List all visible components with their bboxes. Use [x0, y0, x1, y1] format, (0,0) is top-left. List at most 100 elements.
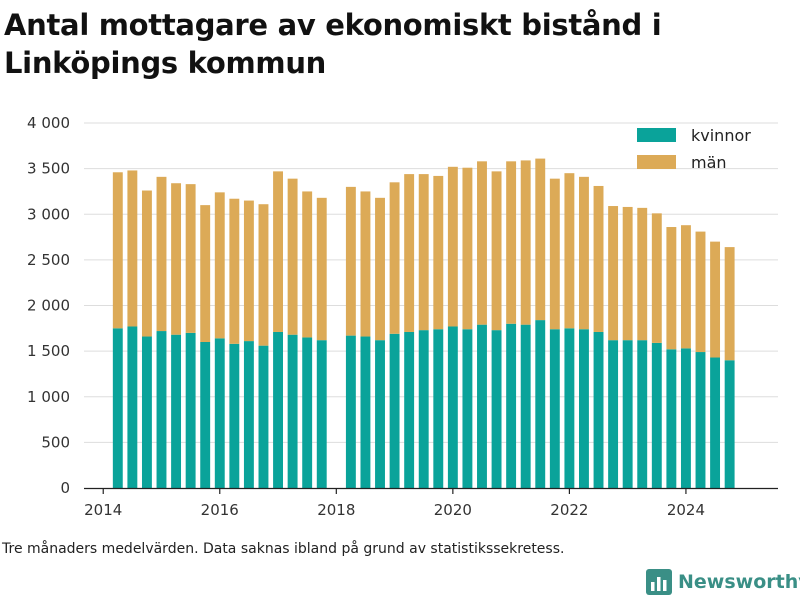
bar-man [141, 190, 152, 337]
legend-label: män [691, 153, 727, 172]
legend-swatch-man [637, 155, 676, 169]
bar-kvinnor [389, 333, 400, 488]
y-axis-tick-labels: 0 500 1 000 1 500 2 000 2 500 3 000 3 500 4 000 [27, 114, 70, 497]
bar-kvinnor [564, 328, 575, 488]
bar-kvinnor [243, 341, 254, 488]
brand-logo[interactable]: Newsworthy [646, 569, 800, 595]
bar-kvinnor [695, 352, 706, 488]
bar-man [171, 183, 182, 335]
bar-kvinnor [375, 340, 385, 488]
bar-man [243, 200, 254, 342]
bar-man [462, 167, 473, 330]
x-tick-label: 2024 [667, 501, 705, 519]
bar-man [287, 178, 298, 335]
bar-kvinnor [637, 340, 648, 488]
x-axis-tick-labels: 2014 2016 2018 2020 2022 2024 [84, 501, 705, 519]
brand-name: Newsworthy [678, 571, 800, 593]
bar-man [651, 213, 662, 343]
bar-man [520, 160, 531, 325]
y-tick-label: 3 500 [27, 160, 70, 178]
bar-kvinnor [200, 342, 211, 488]
bar-kvinnor [549, 329, 560, 488]
legend: kvinnor män [637, 126, 751, 172]
bar-kvinnor [447, 326, 458, 488]
legend-swatch-kvinnor [637, 128, 676, 142]
bar-man [447, 166, 458, 327]
legend-label: kvinnor [691, 126, 751, 145]
bar-man [214, 192, 225, 339]
bar-kvinnor [608, 340, 619, 488]
bar-kvinnor [506, 323, 517, 488]
y-tick-label: 4 000 [27, 114, 70, 132]
y-tick-label: 2 000 [27, 297, 70, 315]
bar-man [375, 197, 385, 341]
bar-man [433, 175, 444, 330]
bar-kvinnor [622, 340, 633, 488]
bar-kvinnor [404, 331, 415, 488]
bar-man [389, 182, 400, 334]
bar-kvinnor [229, 343, 240, 488]
bar-man [302, 191, 313, 338]
y-tick-label: 1 500 [27, 342, 70, 360]
bar-chart-logo-icon [646, 569, 672, 595]
bar-kvinnor [156, 331, 167, 488]
bar-kvinnor [258, 345, 269, 488]
bar-man [637, 207, 648, 341]
bar-kvinnor [112, 328, 123, 488]
bar-man [535, 158, 546, 321]
bar-man [608, 206, 619, 341]
bar-man [185, 184, 196, 333]
bar-man [477, 161, 487, 325]
bar-man [724, 247, 735, 361]
bar-kvinnor [520, 324, 531, 488]
axes [84, 487, 778, 494]
bar-man [549, 178, 560, 330]
bar-kvinnor [491, 330, 502, 488]
bar-kvinnor [287, 334, 298, 488]
bar-kvinnor [316, 340, 327, 488]
bar-kvinnor [462, 329, 473, 488]
bar-kvinnor [710, 357, 721, 488]
bar-kvinnor [302, 337, 313, 488]
bar-man [506, 161, 517, 324]
bar-man [360, 191, 371, 337]
bar-man [593, 185, 604, 332]
bar-man [127, 170, 138, 327]
bar-kvinnor [171, 334, 182, 488]
x-tick-label: 2016 [201, 501, 239, 519]
bar-man [345, 186, 356, 336]
bar-man [112, 172, 123, 329]
bar-man [316, 197, 327, 341]
bar-kvinnor [141, 336, 152, 488]
bar-kvinnor [535, 320, 546, 488]
bar-man [273, 171, 283, 332]
x-tick-label: 2022 [550, 501, 588, 519]
bar-man [622, 206, 633, 341]
bar-man [491, 171, 502, 331]
bar-kvinnor [418, 330, 429, 488]
bar-man [710, 241, 721, 358]
y-tick-label: 500 [41, 433, 70, 451]
y-tick-label: 1 000 [27, 388, 70, 406]
x-tick-label: 2020 [434, 501, 472, 519]
bar-man [258, 204, 269, 346]
chart-title: Antal mottagare av ekonomiskt bistånd i … [4, 8, 662, 80]
bar-man [666, 227, 677, 350]
bar-kvinnor [345, 335, 356, 488]
x-tick-label: 2014 [84, 501, 122, 519]
bar-kvinnor [680, 348, 691, 488]
bar-kvinnor [360, 336, 371, 488]
bar-man [200, 205, 211, 342]
bar-kvinnor [579, 329, 589, 488]
bar-man [680, 225, 691, 349]
bar-kvinnor [214, 338, 225, 488]
bar-man [156, 176, 167, 332]
bar-kvinnor [593, 331, 604, 488]
bar-man [404, 174, 415, 332]
chart-caption: Tre månaders medelvärden. Data saknas ib… [2, 541, 565, 557]
bar-kvinnor [666, 349, 677, 488]
bar-man [229, 198, 240, 344]
bar-kvinnor [433, 329, 444, 488]
bar-man [695, 231, 706, 353]
